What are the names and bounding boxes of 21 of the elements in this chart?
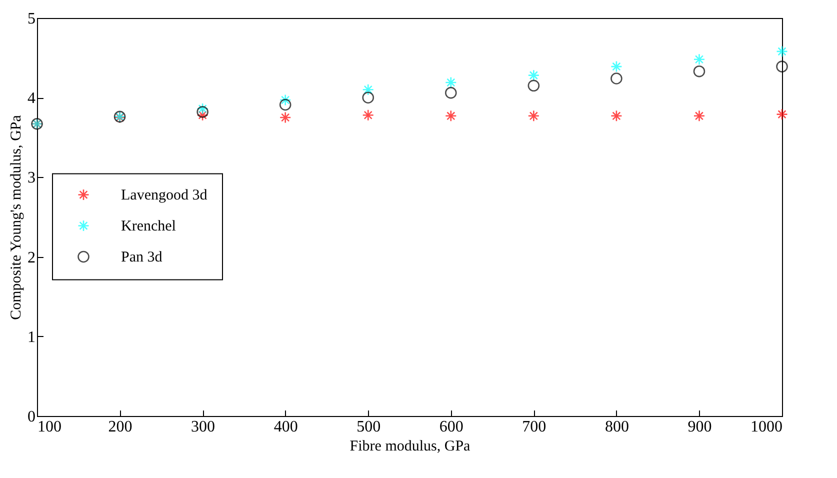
x-tick-label: 200 [108,418,132,436]
y-tick-label: 4 [28,90,36,108]
x-tick-label: 700 [522,418,546,436]
x-tick-label: 600 [439,418,464,436]
x-tick-label: 500 [356,418,381,436]
x-tick-label: 800 [604,418,629,436]
y-tick-label: 2 [28,249,36,266]
y-tick-label: 1 [28,328,36,346]
x-tick-label: 400 [274,418,298,436]
x-tick-label: 300 [191,418,216,436]
x-tick-label: 100 [38,418,62,436]
legend-label: Krenchel [121,218,176,235]
x-tick-label: 1000 [750,418,782,436]
legend-label: Pan 3d [121,250,163,266]
x-tick-label: 900 [688,418,712,436]
y-tick-label: 3 [28,170,36,187]
y-tick-label: 0 [28,408,36,426]
y-axis-title: Composite Young's modulus, GPa [8,114,24,320]
legend-label: Lavengood 3d [121,188,208,204]
y-tick-label: 5 [28,10,36,28]
x-axis-title: Fibre modulus, GPa [350,438,471,454]
